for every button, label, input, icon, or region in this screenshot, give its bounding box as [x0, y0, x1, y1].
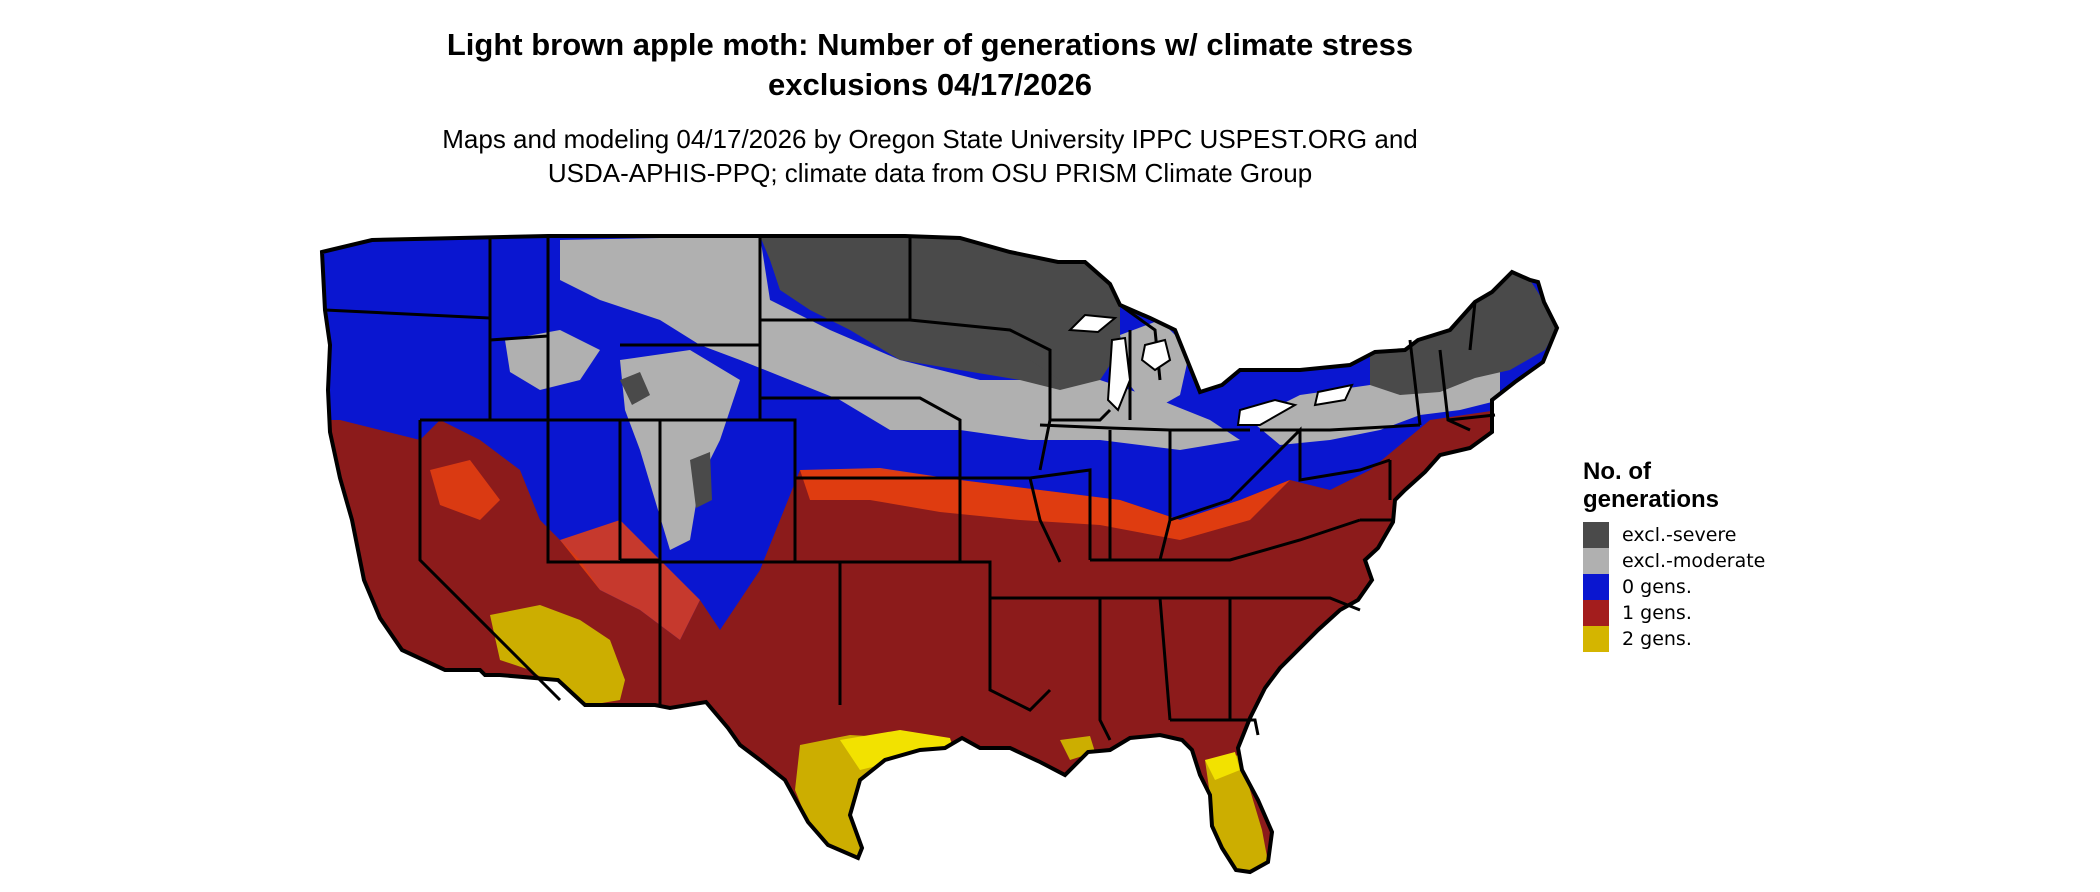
legend-swatch	[1583, 574, 1609, 600]
map-title-line-2: exclusions 04/17/2026	[767, 67, 1092, 102]
legend-title-line-1: No. of	[1583, 458, 1651, 485]
legend-title-line-2: generations	[1583, 486, 1720, 513]
legend: No. of generations excl.-severe excl.-mo…	[1583, 458, 1783, 652]
zone-2-gens	[490, 605, 625, 705]
legend-swatch	[1583, 626, 1609, 652]
legend-swatch	[1583, 600, 1609, 626]
legend-label: excl.-severe	[1622, 524, 1737, 546]
legend-label: 0 gens.	[1622, 576, 1692, 598]
legend-item-2-gens: 2 gens.	[1583, 626, 1783, 652]
legend-item-0-gens: 0 gens.	[1583, 574, 1783, 600]
zone-excl-moderate	[560, 236, 1240, 450]
legend-label: excl.-moderate	[1622, 550, 1766, 572]
legend-item-excl-moderate: excl.-moderate	[1583, 548, 1783, 574]
legend-label: 2 gens.	[1622, 628, 1692, 650]
map-title-line-1: Light brown apple moth: Number of genera…	[446, 27, 1414, 62]
great-lakes	[1067, 313, 1354, 426]
state-borders	[324, 236, 1496, 741]
map-subtitle-line-2: USDA-APHIS-PPQ; climate data from OSU PR…	[547, 158, 1313, 188]
legend-label: 1 gens.	[1622, 602, 1692, 624]
legend-swatch	[1583, 548, 1609, 574]
generation-zones	[322, 236, 1557, 872]
legend-title: No. of generations	[1583, 458, 1783, 514]
legend-item-1-gens: 1 gens.	[1583, 600, 1783, 626]
legend-item-excl-severe: excl.-severe	[1583, 522, 1783, 548]
legend-swatch	[1583, 522, 1609, 548]
legend-items: excl.-severe excl.-moderate 0 gens. 1 ge…	[1583, 522, 1783, 652]
zone-1-gen-transition	[800, 468, 1290, 540]
map-subtitle-line-1: Maps and modeling 04/17/2026 by Oregon S…	[442, 124, 1418, 154]
